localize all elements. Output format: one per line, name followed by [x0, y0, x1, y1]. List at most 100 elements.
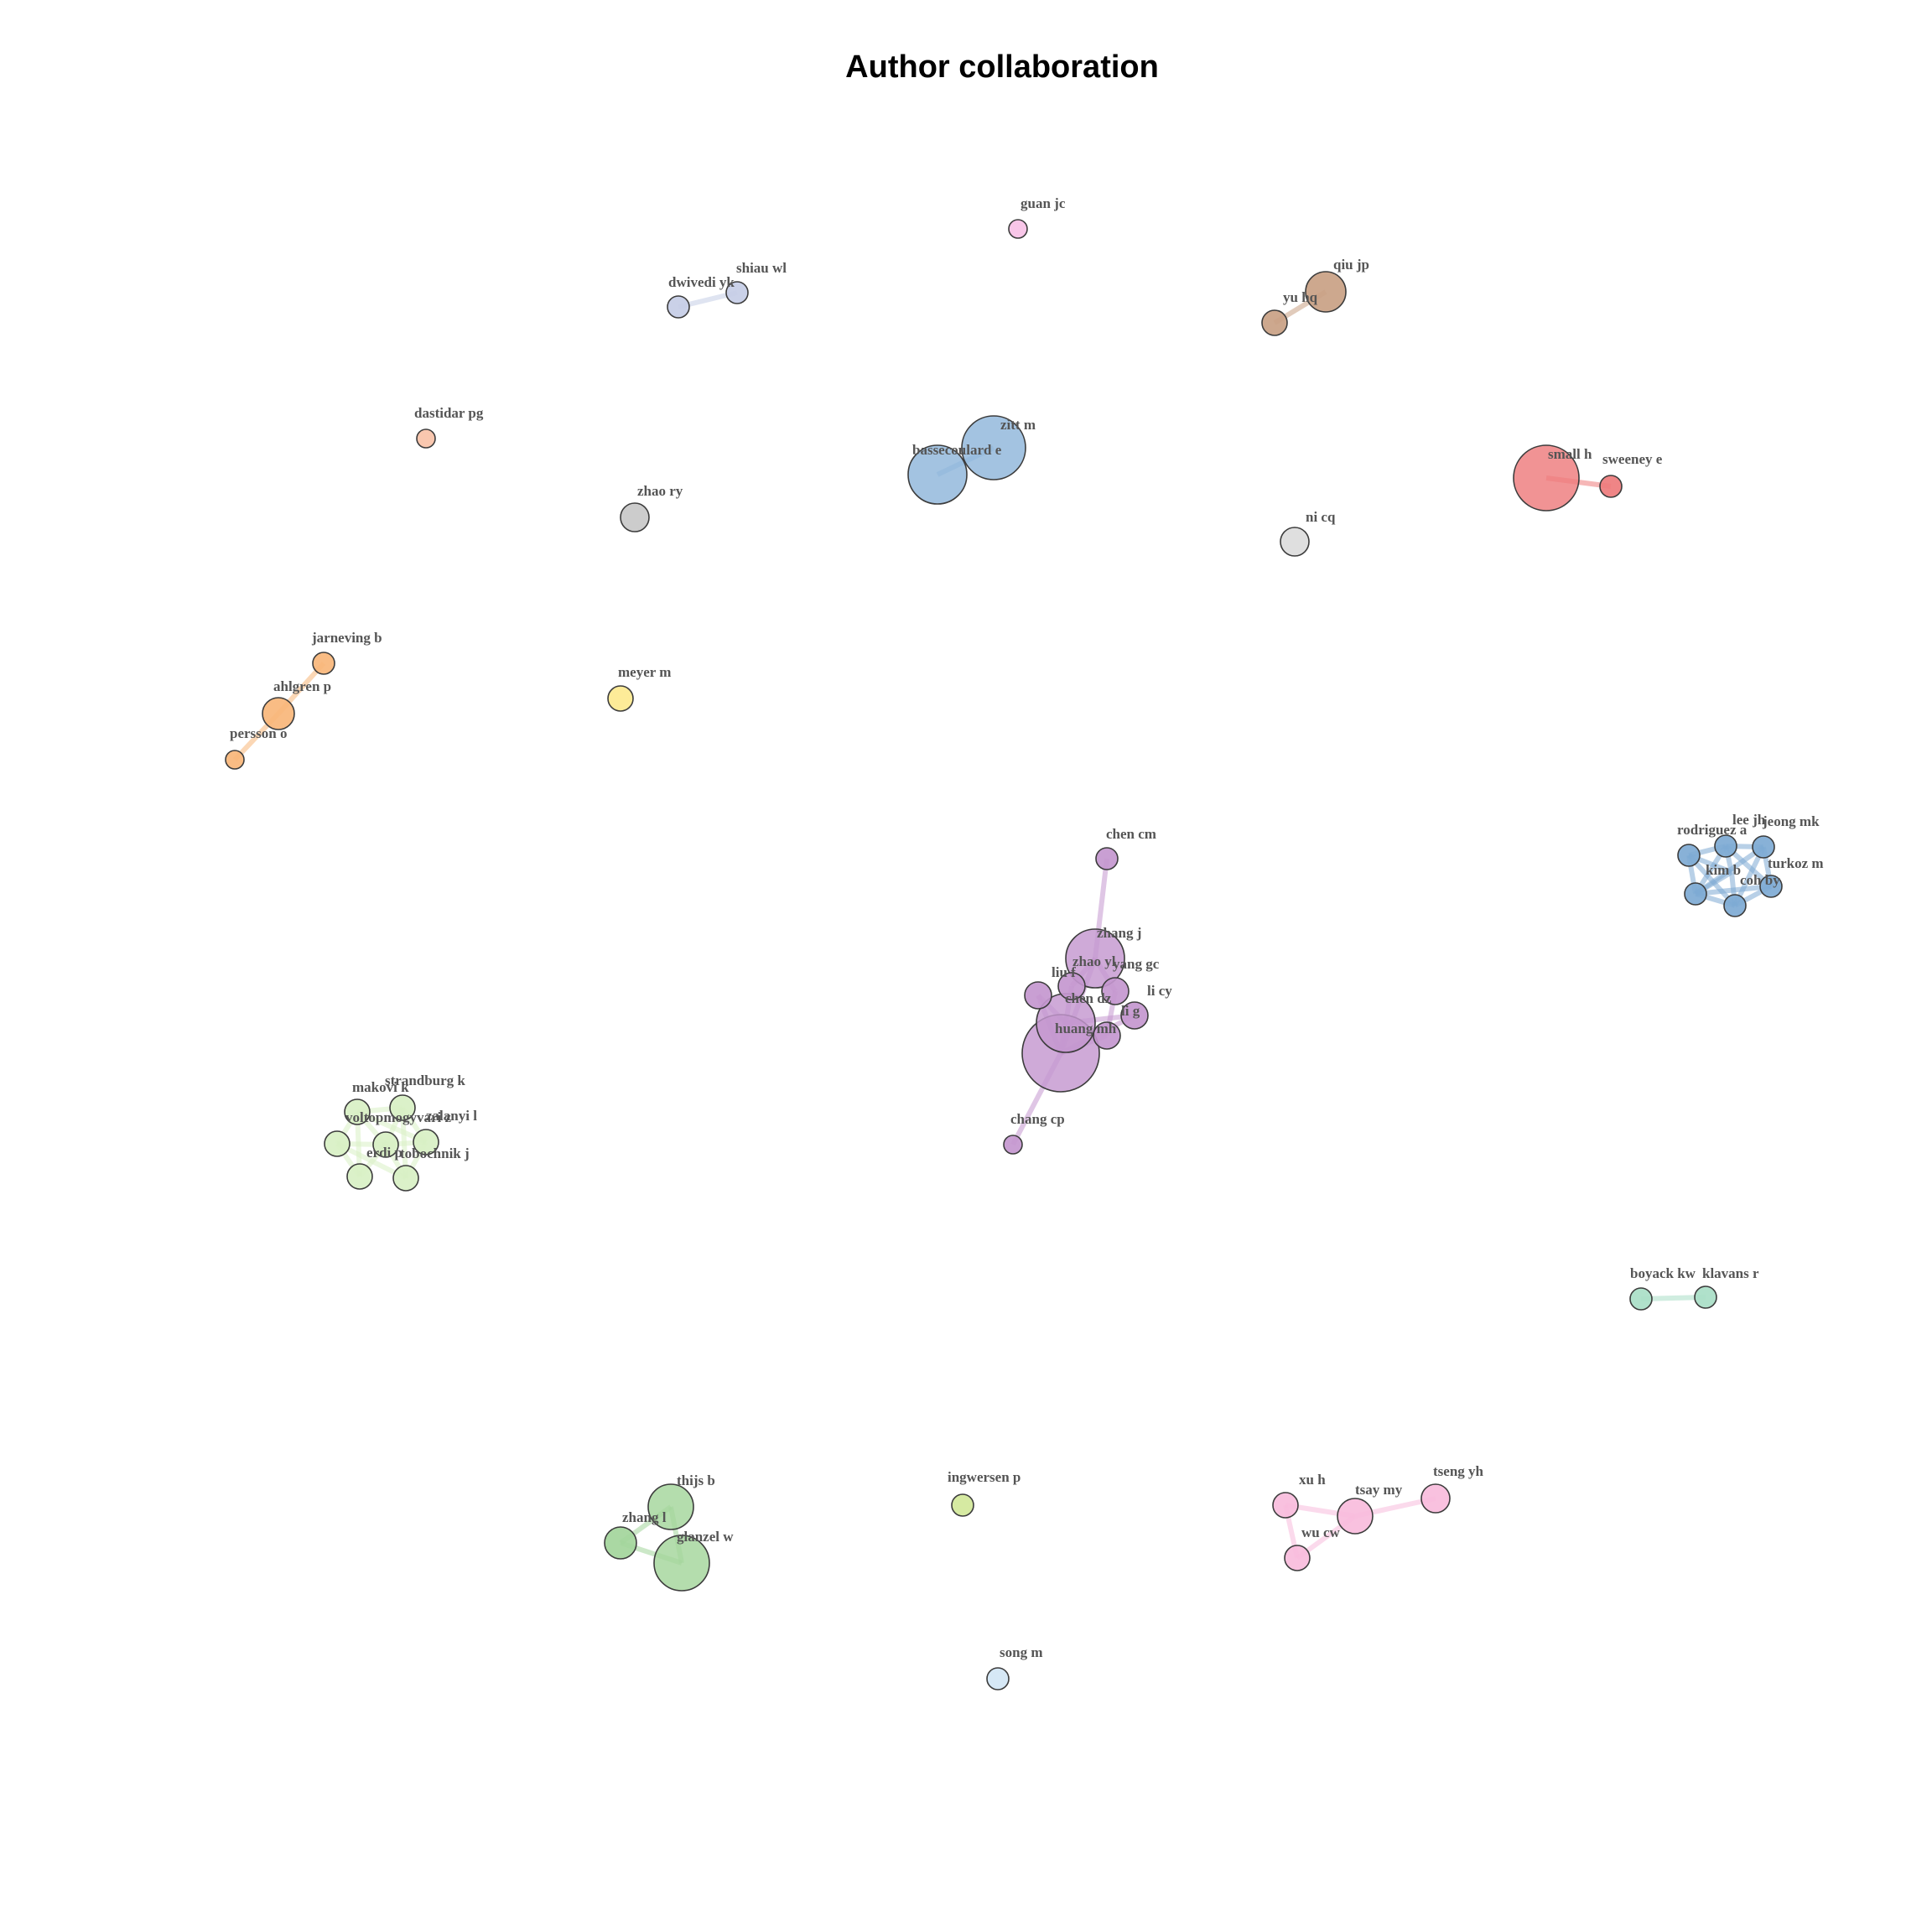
node-jeong-mk[interactable] [1752, 835, 1775, 859]
label-wu-cw: wu cw [1301, 1524, 1341, 1540]
node-small-h[interactable] [1513, 444, 1580, 512]
label-jarneving-b: jarneving b [311, 630, 382, 646]
node-persson-o[interactable] [225, 750, 245, 770]
node-strandburg-k[interactable] [389, 1094, 416, 1121]
label-ingwersen-p: ingwersen p [948, 1469, 1021, 1485]
label-huang-mh: huang mh [1055, 1021, 1117, 1036]
label-zhang-j: zhang j [1097, 925, 1141, 941]
node-guan-jc[interactable] [1008, 219, 1028, 239]
label-ni-cq: ni cq [1306, 509, 1336, 525]
node-sweeney-e[interactable] [1599, 475, 1623, 498]
node-meyer-m[interactable] [607, 685, 634, 712]
label-dastidar-pg: dastidar pg [414, 405, 484, 421]
label-strandburg-k: strandburg k [385, 1072, 465, 1088]
node-qiu-jp[interactable] [1305, 271, 1347, 313]
label-sweeney-e: sweeney e [1602, 451, 1663, 467]
node-zhao-ry[interactable] [620, 502, 650, 532]
label-qiu-jp: qiu jp [1333, 257, 1369, 273]
node-voltopmogyvari-z[interactable] [372, 1131, 399, 1158]
label-zitt-m: zitt m [1000, 417, 1036, 433]
node-dastidar-pg[interactable] [416, 428, 436, 449]
label-chen-cm: chen cm [1106, 826, 1156, 842]
node-chang-cp[interactable] [1003, 1135, 1023, 1155]
label-rodriguez-a: rodriguez a [1677, 822, 1748, 838]
label-chang-cp: chang cp [1010, 1111, 1065, 1127]
label-li-cy: li cy [1147, 983, 1172, 999]
label-klavans-r: klavans r [1702, 1265, 1759, 1281]
node-song-m[interactable] [986, 1667, 1010, 1690]
label-yu-hq: yu hq [1283, 289, 1318, 305]
node-yu-hq[interactable] [1261, 309, 1288, 336]
label-zalanyi-l: zalanyi l [426, 1108, 477, 1124]
label-tobochnik-j: tobochnik j [400, 1145, 470, 1161]
node-tseng-yh[interactable] [1420, 1483, 1451, 1514]
node-li-cy[interactable] [1120, 1001, 1149, 1030]
label-zhao-ry: zhao ry [637, 483, 683, 499]
label-zhao-yl: zhao yl [1072, 953, 1116, 969]
node-green-7[interactable] [346, 1163, 373, 1190]
label-jeong-mk: jeong mk [1762, 813, 1820, 829]
label-tseng-yh: tseng yh [1433, 1463, 1484, 1479]
label-glanzel-w: glanzel w [677, 1529, 734, 1545]
node-chen-cm[interactable] [1095, 847, 1119, 870]
node-bassecoulard-e[interactable] [907, 444, 968, 505]
label-shiau-wl: shiau wl [736, 260, 787, 276]
nodes-layer [225, 219, 1783, 1690]
node-shiau-wl[interactable] [725, 281, 749, 304]
label-yang-gc: yang gc [1113, 956, 1160, 972]
label-li-g: li g [1121, 1003, 1140, 1019]
node-zhang-j[interactable] [1065, 928, 1125, 989]
node-turkoz-m[interactable] [1759, 875, 1783, 898]
node-rodriguez-a[interactable] [1677, 844, 1701, 867]
node-coh-by[interactable] [1723, 894, 1747, 917]
label-meyer-m: meyer m [618, 664, 671, 680]
node-zhao-yl[interactable] [1057, 972, 1086, 1000]
node-dwivedi-yk[interactable] [667, 295, 690, 319]
label-boyack-kw: boyack kw [1630, 1265, 1696, 1281]
node-zhang-l[interactable] [604, 1526, 637, 1560]
node-makovi-k[interactable] [344, 1098, 371, 1125]
node-zalanyi-l[interactable] [413, 1129, 439, 1156]
node-thijs-b[interactable] [647, 1483, 694, 1530]
node-liu-f[interactable] [1024, 981, 1052, 1010]
node-ni-cq[interactable] [1280, 527, 1310, 557]
label-chen-dz: chen dz [1065, 990, 1112, 1006]
label-tsay-my: tsay my [1355, 1482, 1403, 1498]
node-klavans-r[interactable] [1694, 1285, 1717, 1309]
node-xu-h[interactable] [1272, 1492, 1299, 1519]
label-ahlgren-p: ahlgren p [273, 678, 331, 694]
node-zitt-m[interactable] [961, 415, 1026, 480]
node-ahlgren-p[interactable] [262, 697, 295, 730]
node-tsay-my[interactable] [1337, 1498, 1374, 1535]
label-persson-o: persson o [230, 725, 287, 741]
label-makovi-k: makovi k [352, 1079, 409, 1095]
node-ingwersen-p[interactable] [951, 1493, 974, 1517]
node-boyack-kw[interactable] [1629, 1287, 1653, 1311]
node-kim-b[interactable] [1684, 882, 1707, 906]
label-voltopmogyvari-z: voltopmogyvari z [345, 1109, 452, 1125]
node-tobochnik-j[interactable] [392, 1165, 419, 1192]
label-small-h: small h [1548, 446, 1592, 462]
node-lee-jh[interactable] [1714, 834, 1737, 858]
label-zhang-l: zhang l [622, 1509, 667, 1525]
node-jarneving-b[interactable] [312, 652, 335, 675]
label-kim-b: kim b [1706, 862, 1741, 878]
label-erdi-p: erdi p [366, 1145, 402, 1161]
label-liu-f: liu f [1052, 964, 1076, 980]
node-wu-cw[interactable] [1284, 1545, 1311, 1571]
label-turkoz-m: turkoz m [1768, 855, 1824, 871]
node-li-g[interactable] [1093, 1021, 1121, 1050]
label-xu-h: xu h [1299, 1472, 1326, 1488]
node-yang-gc[interactable] [1101, 977, 1130, 1005]
label-dwivedi-yk: dwivedi yk [668, 274, 735, 290]
label-guan-jc: guan jc [1021, 195, 1066, 211]
node-erdi-p[interactable] [324, 1130, 351, 1157]
chart-title: Author collaboration [845, 49, 1159, 85]
label-coh-by: coh by [1740, 872, 1780, 888]
label-lee-jh: lee jh [1732, 812, 1766, 828]
label-bassecoulard-e: bassecoulard e [912, 442, 1002, 458]
label-song-m: song m [1000, 1644, 1042, 1660]
node-glanzel-w[interactable] [653, 1535, 710, 1592]
